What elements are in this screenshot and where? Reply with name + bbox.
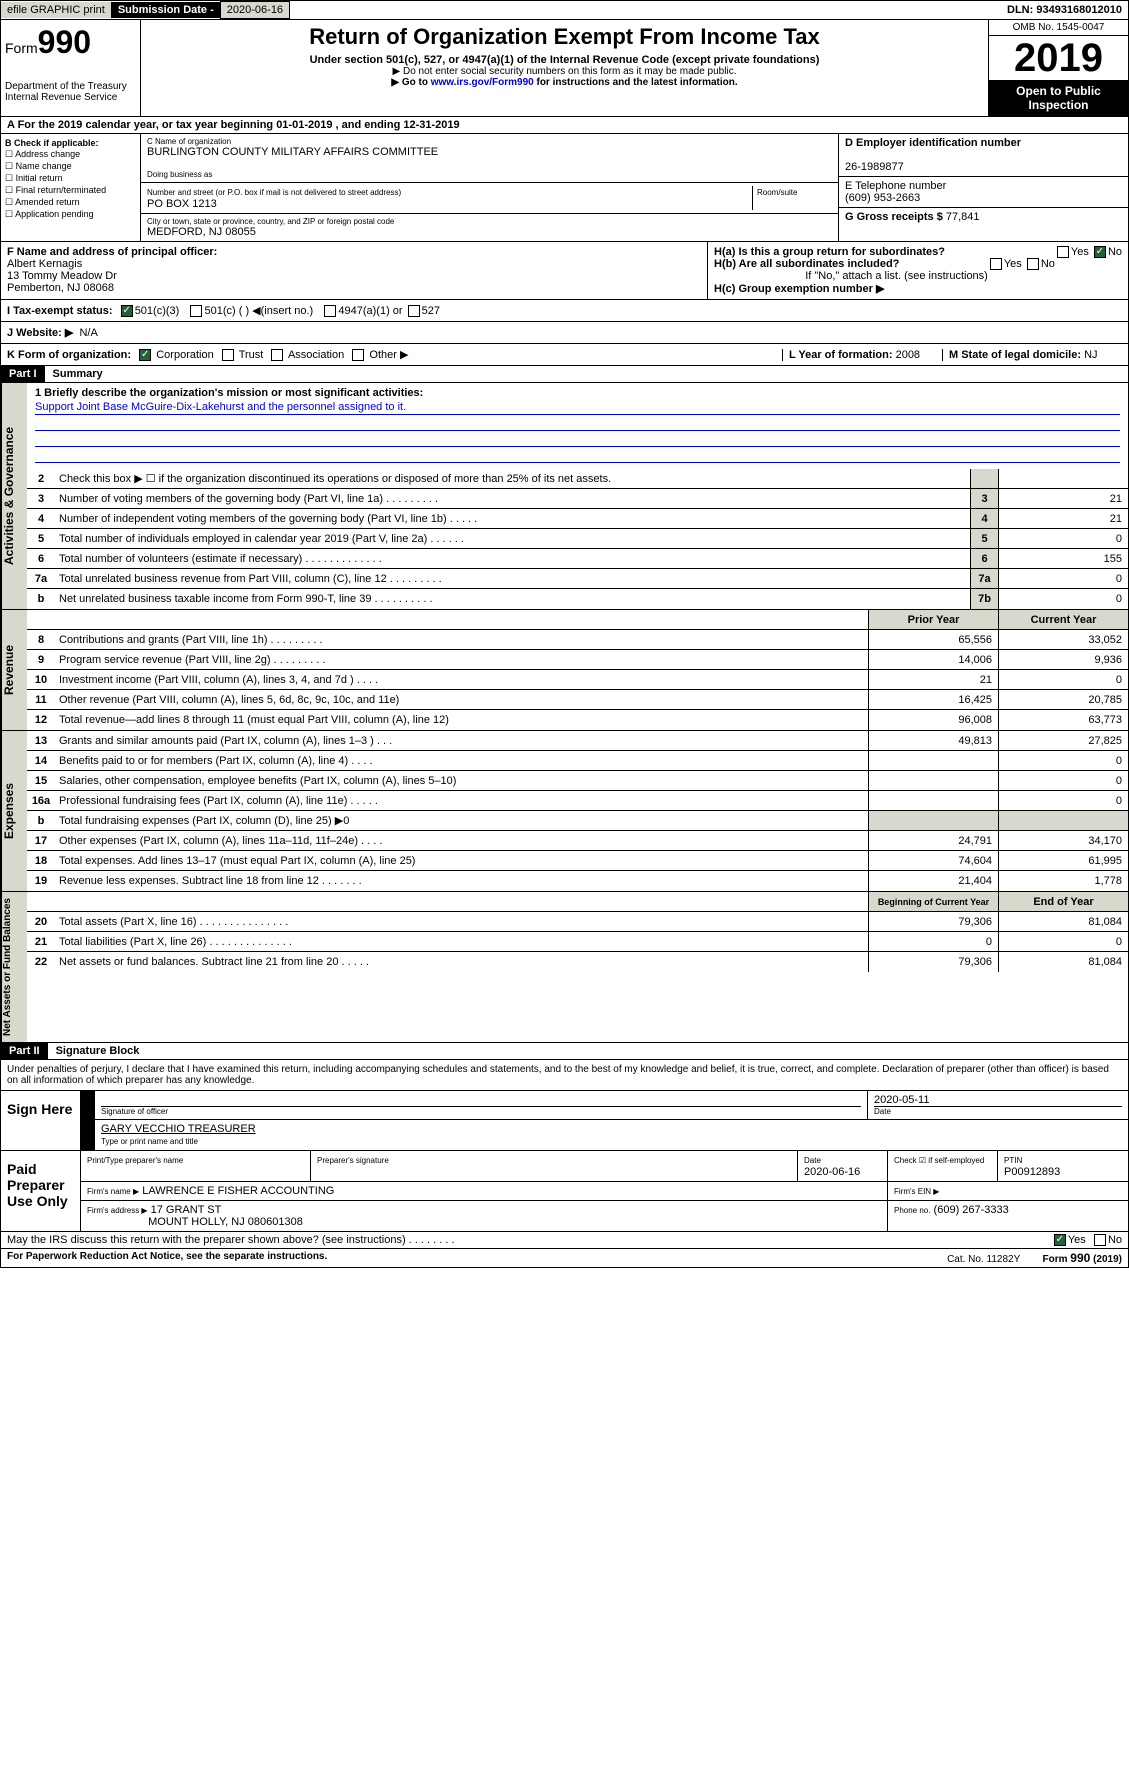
org-city: MEDFORD, NJ 08055: [147, 226, 256, 238]
form-title: Return of Organization Exempt From Incom…: [145, 24, 984, 50]
line-row: 13Grants and similar amounts paid (Part …: [27, 731, 1128, 751]
line-row: 16aProfessional fundraising fees (Part I…: [27, 791, 1128, 811]
line-row: 11Other revenue (Part VIII, column (A), …: [27, 690, 1128, 710]
box-b: B Check if applicable: ☐ Address change …: [1, 134, 141, 241]
form-header: Form990 Department of the Treasury Inter…: [0, 20, 1129, 117]
meta-block: B Check if applicable: ☐ Address change …: [0, 134, 1129, 242]
form-note1: ▶ Do not enter social security numbers o…: [145, 66, 984, 77]
box-c: C Name of organization BURLINGTON COUNTY…: [141, 134, 838, 241]
website-row: J Website: ▶ N/A: [0, 322, 1129, 344]
line-row: 17Other expenses (Part IX, column (A), l…: [27, 831, 1128, 851]
line-row: 7aTotal unrelated business revenue from …: [27, 569, 1128, 589]
line-row: 12Total revenue—add lines 8 through 11 (…: [27, 710, 1128, 730]
line-row: bTotal fundraising expenses (Part IX, co…: [27, 811, 1128, 831]
line-row: 9Program service revenue (Part VIII, lin…: [27, 650, 1128, 670]
revenue-section: Revenue Prior Year Current Year 8Contrib…: [0, 610, 1129, 731]
line-row: bNet unrelated business taxable income f…: [27, 589, 1128, 609]
line-row: 6Total number of volunteers (estimate if…: [27, 549, 1128, 569]
line-row: 2Check this box ▶ ☐ if the organization …: [27, 469, 1128, 489]
line-row: 14Benefits paid to or for members (Part …: [27, 751, 1128, 771]
box-right: D Employer identification number 26-1989…: [838, 134, 1128, 241]
tax-year: 2019: [989, 36, 1128, 80]
open-public: Open to Public Inspection: [989, 80, 1128, 116]
mission: 1 Briefly describe the organization's mi…: [27, 383, 1128, 469]
line-row: 4Number of independent voting members of…: [27, 509, 1128, 529]
tax-status-row: I Tax-exempt status: 501(c)(3) 501(c) ( …: [0, 300, 1129, 322]
paid-preparer: Paid Preparer Use Only Print/Type prepar…: [0, 1151, 1129, 1232]
ein: 26-1989877: [845, 161, 904, 173]
form-subtitle: Under section 501(c), 527, or 4947(a)(1)…: [145, 54, 984, 66]
activities-governance: Activities & Governance 1 Briefly descri…: [0, 383, 1129, 610]
line-row: 21Total liabilities (Part X, line 26) . …: [27, 932, 1128, 952]
box-f: F Name and address of principal officer:…: [1, 242, 708, 299]
telephone: (609) 953-2663: [845, 192, 920, 204]
part2-header: Part II Signature Block: [0, 1043, 1129, 1060]
form-990-label: Form990: [5, 24, 136, 61]
expenses-section: Expenses 13Grants and similar amounts pa…: [0, 731, 1129, 892]
line-row: 19Revenue less expenses. Subtract line 1…: [27, 871, 1128, 891]
form-org-row: K Form of organization: Corporation Trus…: [0, 344, 1129, 366]
efile-label[interactable]: efile GRAPHIC print: [1, 2, 112, 18]
gross-receipts: 77,841: [946, 211, 980, 223]
line-row: 3Number of voting members of the governi…: [27, 489, 1128, 509]
line-row: 22Net assets or fund balances. Subtract …: [27, 952, 1128, 972]
org-name: BURLINGTON COUNTY MILITARY AFFAIRS COMMI…: [147, 146, 438, 158]
form-note2: ▶ Go to www.irs.gov/Form990 for instruct…: [145, 77, 984, 88]
perjury-statement: Under penalties of perjury, I declare th…: [0, 1060, 1129, 1091]
omb-number: OMB No. 1545-0047: [989, 20, 1128, 36]
line-row: 5Total number of individuals employed in…: [27, 529, 1128, 549]
row-a-tax-year: A For the 2019 calendar year, or tax yea…: [0, 117, 1129, 134]
website-value: N/A: [79, 327, 97, 339]
line-row: 18Total expenses. Add lines 13–17 (must …: [27, 851, 1128, 871]
submission-date: 2020-06-16: [220, 1, 290, 19]
line-row: 20Total assets (Part X, line 16) . . . .…: [27, 912, 1128, 932]
netassets-section: Net Assets or Fund Balances Beginning of…: [0, 892, 1129, 1043]
irs-link[interactable]: www.irs.gov/Form990: [431, 77, 534, 88]
dept-label: Department of the Treasury Internal Reve…: [5, 81, 136, 103]
row-fh: F Name and address of principal officer:…: [0, 242, 1129, 300]
box-h: H(a) Is this a group return for subordin…: [708, 242, 1128, 299]
org-address: PO BOX 1213: [147, 198, 217, 210]
submission-date-label: Submission Date -: [112, 2, 220, 18]
line-row: 8Contributions and grants (Part VIII, li…: [27, 630, 1128, 650]
501c3-checkbox[interactable]: [121, 305, 133, 317]
line-row: 15Salaries, other compensation, employee…: [27, 771, 1128, 791]
sign-here: Sign Here Signature of officer 2020-05-1…: [0, 1091, 1129, 1151]
top-bar: efile GRAPHIC print Submission Date - 20…: [0, 0, 1129, 20]
dln: DLN: 93493168012010: [1001, 2, 1128, 18]
discuss-row: May the IRS discuss this return with the…: [0, 1232, 1129, 1249]
footer: For Paperwork Reduction Act Notice, see …: [0, 1249, 1129, 1268]
line-row: 10Investment income (Part VIII, column (…: [27, 670, 1128, 690]
part1-header: Part I Summary: [0, 366, 1129, 383]
